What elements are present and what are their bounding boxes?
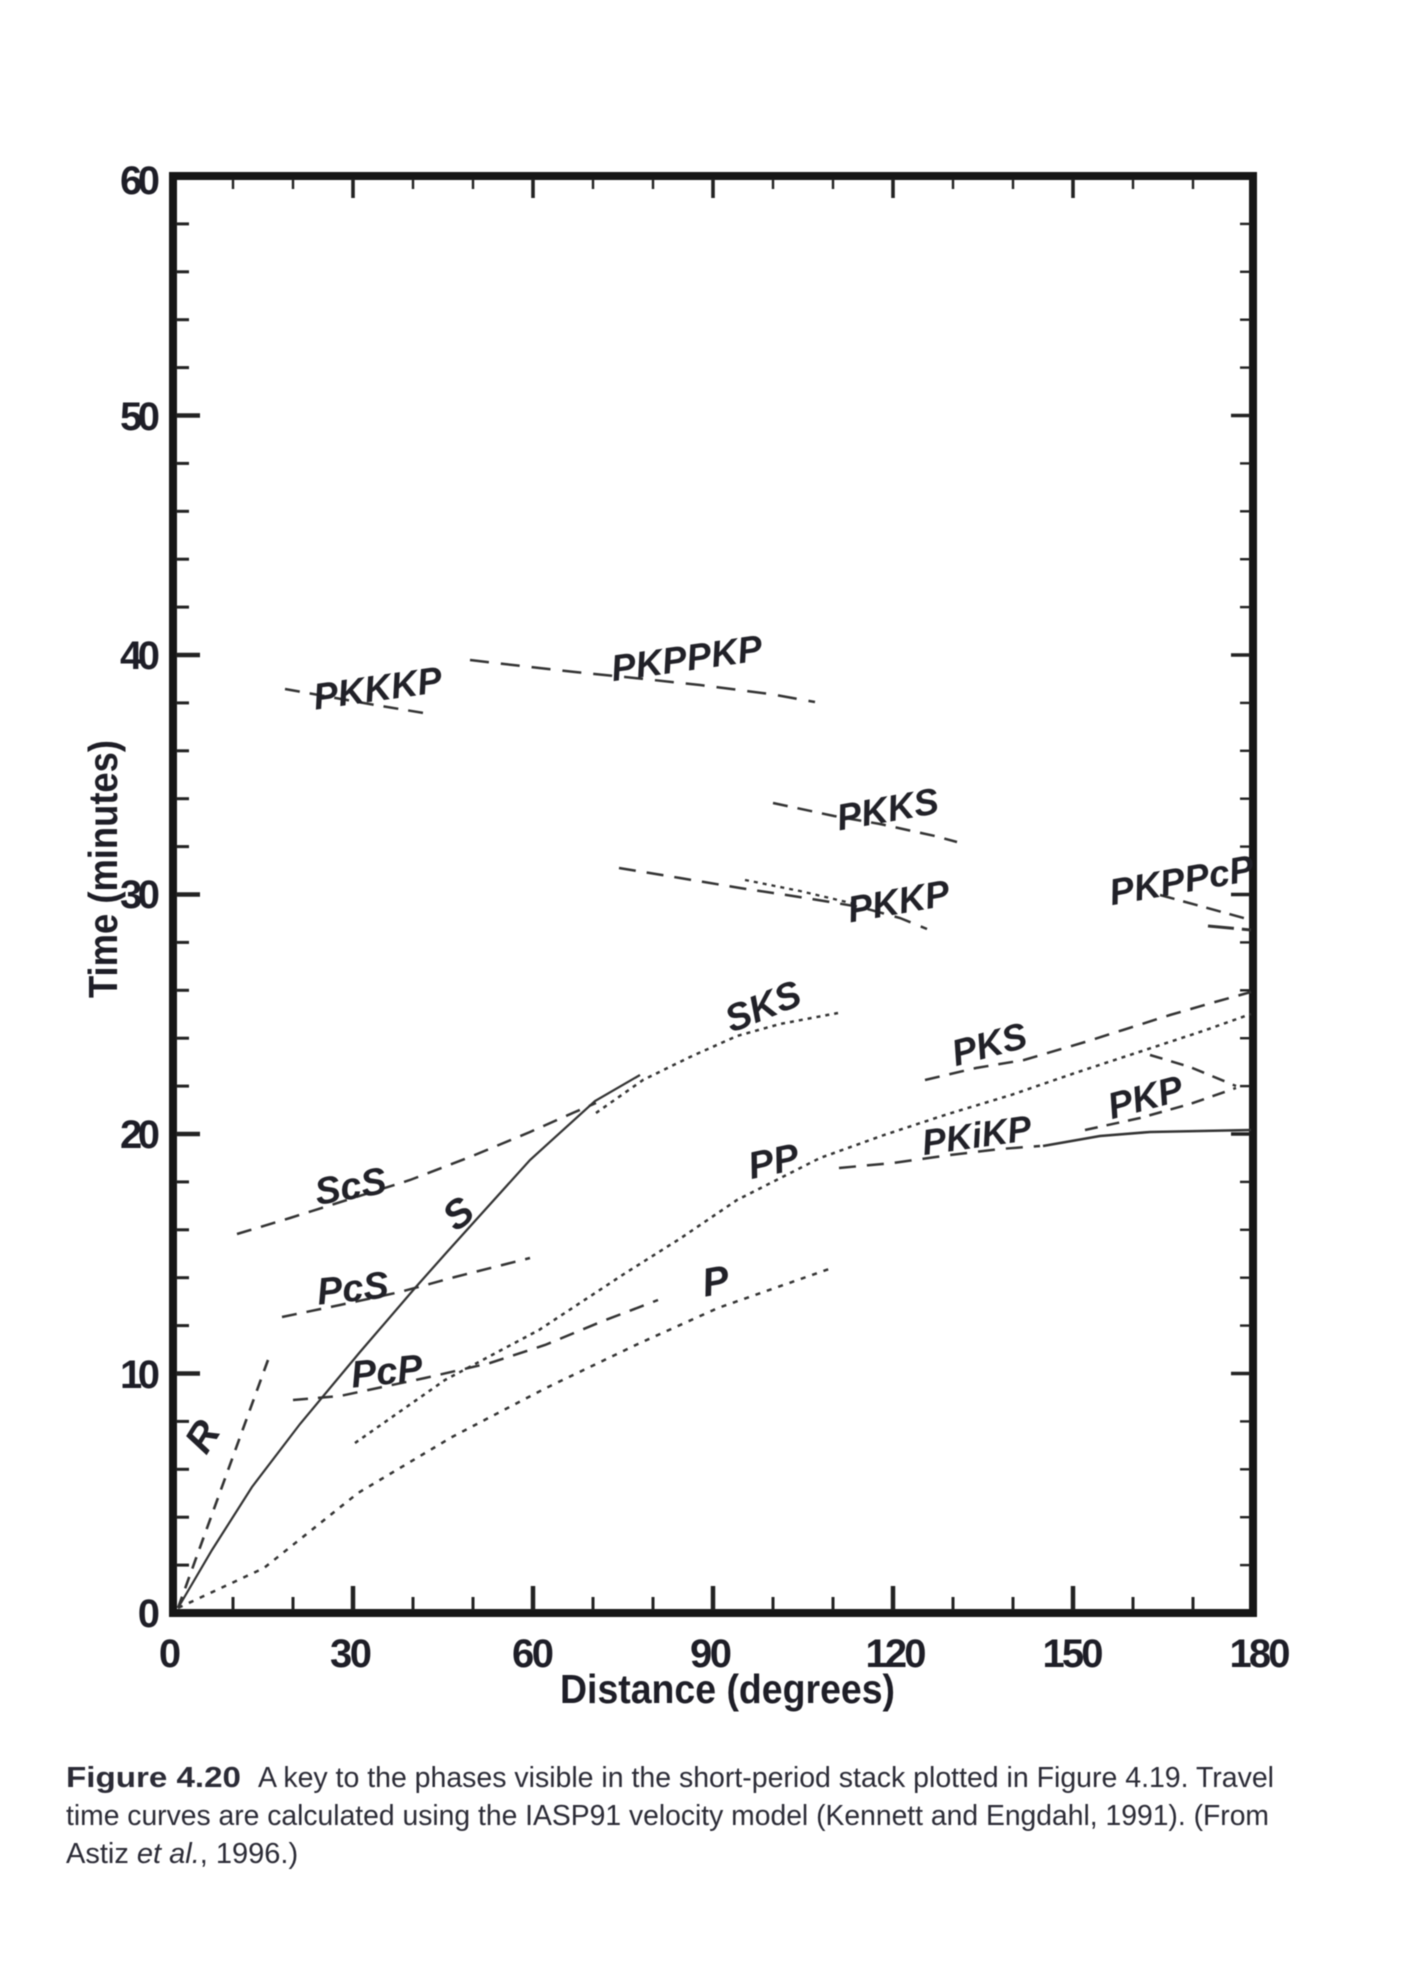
svg-text:time curves are calculated usi: time curves are calculated using the IAS… bbox=[66, 1800, 1269, 1832]
svg-text:S: S bbox=[434, 1188, 482, 1239]
svg-text:150: 150 bbox=[1043, 1632, 1104, 1676]
svg-text:PKP: PKP bbox=[1103, 1068, 1187, 1127]
svg-text:40: 40 bbox=[120, 634, 160, 678]
svg-text:PKKP: PKKP bbox=[844, 872, 953, 930]
svg-text:Figure 4.20: Figure 4.20 bbox=[66, 1762, 241, 1794]
svg-text:P: P bbox=[699, 1258, 733, 1306]
svg-text:120: 120 bbox=[866, 1632, 927, 1676]
svg-text:0: 0 bbox=[138, 1592, 160, 1636]
svg-text:10: 10 bbox=[120, 1353, 160, 1397]
svg-text:PKPPcP: PKPPcP bbox=[1106, 847, 1257, 913]
svg-text:30: 30 bbox=[120, 873, 160, 917]
svg-text:Astiz et al., 1996.): Astiz et al., 1996.) bbox=[66, 1838, 298, 1870]
svg-text:R: R bbox=[177, 1413, 230, 1461]
svg-text:SKS: SKS bbox=[719, 973, 807, 1041]
svg-text:PcP: PcP bbox=[349, 1347, 425, 1396]
svg-text:PKiKP: PKiKP bbox=[919, 1107, 1035, 1163]
svg-text:60: 60 bbox=[512, 1632, 554, 1676]
svg-text:50: 50 bbox=[120, 395, 160, 439]
svg-text:Distance (degrees): Distance (degrees) bbox=[560, 1666, 895, 1712]
svg-text:PKKKP: PKKKP bbox=[311, 659, 445, 718]
svg-text:PKKS: PKKS bbox=[833, 780, 942, 838]
svg-text:PP: PP bbox=[744, 1136, 803, 1188]
svg-text:0: 0 bbox=[159, 1632, 181, 1676]
svg-text:30: 30 bbox=[330, 1632, 372, 1676]
svg-text:90: 90 bbox=[690, 1632, 732, 1676]
svg-text:PcS: PcS bbox=[315, 1264, 391, 1313]
svg-text:60: 60 bbox=[120, 159, 160, 203]
svg-text:20: 20 bbox=[120, 1113, 160, 1157]
svg-text:Time (minutes): Time (minutes) bbox=[80, 740, 126, 998]
svg-text:180: 180 bbox=[1230, 1632, 1291, 1676]
svg-text:A key to the phases visible in: A key to the phases visible in the short… bbox=[258, 1762, 1274, 1794]
svg-text:ScS: ScS bbox=[312, 1160, 390, 1214]
svg-text:PKS: PKS bbox=[947, 1015, 1031, 1074]
svg-text:PKPPKP: PKPPKP bbox=[608, 627, 765, 689]
